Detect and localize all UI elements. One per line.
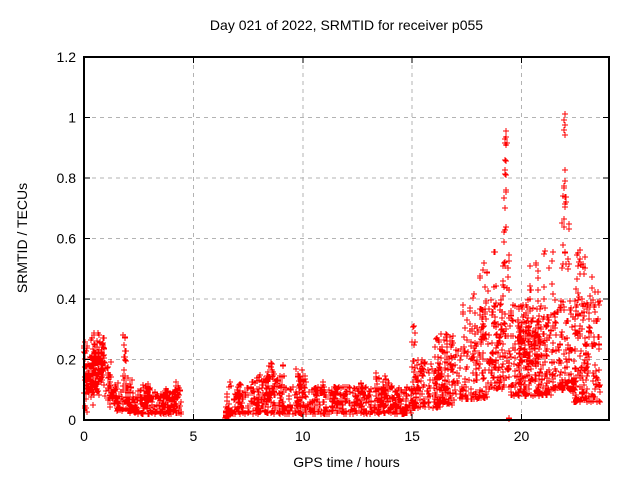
x-axis-label: GPS time / hours (293, 454, 400, 470)
x-tick-label: 20 (514, 428, 530, 444)
x-tick-label: 5 (189, 428, 197, 444)
x-tick-label: 15 (404, 428, 420, 444)
data-points (81, 111, 603, 422)
y-tick-label: 0 (68, 412, 76, 428)
y-tick-label: 0.8 (57, 170, 77, 186)
axis-ticks (83, 56, 609, 421)
y-tick-label: 1 (68, 110, 76, 126)
x-tick-label: 10 (295, 428, 311, 444)
tick-labels: 0 0.2 0.4 0.6 0.8 1 1.2 0 5 10 15 20 (57, 49, 530, 444)
chart-title: Day 021 of 2022, SRMTID for receiver p05… (209, 17, 484, 33)
y-tick-label: 0.6 (57, 231, 77, 247)
y-tick-label: 1.2 (57, 49, 77, 65)
x-tick-label: 0 (80, 428, 88, 444)
y-tick-label: 0.4 (57, 291, 77, 307)
y-tick-label: 0.2 (57, 352, 77, 368)
